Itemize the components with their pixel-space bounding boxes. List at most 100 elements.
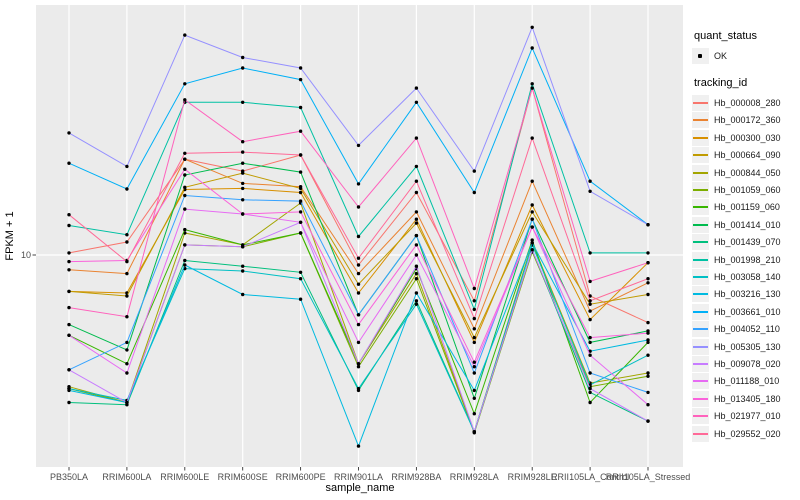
data-point [414, 264, 419, 268]
legend-item-label: Hb_001998_210 [714, 254, 781, 265]
data-point [67, 268, 71, 272]
legend-item: Hb_000008_280 [692, 94, 798, 112]
data-point [298, 153, 303, 157]
data-point [530, 225, 534, 229]
legend-key [692, 199, 709, 216]
data-point [414, 277, 419, 281]
data-point [125, 315, 129, 319]
series-Hb_003661_010 [67, 46, 650, 227]
data-point [646, 320, 650, 325]
legend-item: Hb_005305_130 [692, 338, 798, 355]
y-tick-label: 10 [21, 250, 31, 260]
legend-key [692, 408, 709, 425]
data-point [646, 223, 650, 227]
data-point [356, 362, 361, 366]
data-point [414, 253, 419, 257]
legend-item-label: Hb_000844_050 [714, 167, 781, 178]
legend-key [692, 321, 709, 338]
data-point [67, 213, 71, 217]
data-point [298, 199, 303, 203]
x-tick-label: RRII105LA_Control [551, 472, 629, 482]
data-point [646, 251, 650, 255]
data-point [125, 294, 129, 298]
data-point [125, 187, 129, 191]
data-point [67, 131, 71, 135]
legend-item-label: Hb_004052_110 [714, 324, 780, 335]
data-point [588, 340, 592, 345]
data-point [125, 164, 129, 169]
x-tick-label: PB350LA [50, 472, 88, 482]
legend-item-label: Hb_013405_180 [714, 393, 781, 404]
x-axis-title: sample_name [325, 482, 394, 494]
legend-key [692, 373, 709, 390]
legend-item-label: Hb_000664_090 [714, 150, 781, 161]
legend-item-label: Hb_001414_010 [714, 219, 781, 230]
data-point [356, 271, 361, 276]
tracking-id-legend: tracking_id Hb_000008_280 Hb_000172_360 Hb… [692, 77, 798, 442]
data-point [356, 263, 361, 267]
legend-key [692, 390, 709, 407]
data-point [125, 259, 129, 264]
data-point [241, 269, 245, 273]
series-Hb_001998_210 [67, 82, 650, 312]
legend-color-swatch [693, 362, 708, 365]
data-point [356, 256, 361, 260]
data-point [472, 169, 476, 173]
data-point [125, 233, 129, 237]
data-point [588, 400, 592, 405]
data-point [472, 307, 476, 312]
legend-key [692, 47, 709, 64]
data-point [414, 302, 419, 306]
data-point [241, 66, 245, 70]
data-point [183, 227, 187, 232]
legend-color-swatch [693, 397, 708, 400]
data-point [472, 340, 476, 345]
legend-key [692, 425, 709, 442]
legend-color-swatch [693, 102, 708, 105]
legend-item: Hb_001439_070 [692, 234, 798, 251]
data-point [183, 258, 187, 263]
legend-color-swatch [693, 241, 708, 244]
legend-item: Hb_003058_140 [692, 268, 798, 285]
data-point [356, 291, 361, 295]
quant-status-label: OK [714, 50, 728, 61]
legend-item: Hb_001059_060 [692, 181, 798, 199]
legend-key [692, 234, 709, 251]
data-point [588, 349, 592, 353]
quant-status-legend: quant_status OK [692, 30, 798, 64]
legend-item-label: Hb_001059_060 [714, 185, 781, 196]
legend-color-swatch [693, 293, 708, 296]
legend-item-label: Hb_001439_070 [714, 237, 781, 248]
series-Hb_021977_010 [67, 86, 650, 319]
data-point [183, 82, 187, 86]
data-point [67, 223, 71, 228]
data-point [414, 136, 419, 140]
data-point [125, 371, 129, 375]
series-Hb_005305_130 [67, 25, 650, 227]
data-point [646, 374, 650, 378]
data-point [125, 362, 129, 366]
data-point [646, 261, 650, 265]
data-point [241, 292, 245, 297]
legend-item-label: Hb_001159_060 [714, 202, 780, 213]
data-point [356, 322, 361, 327]
data-point [67, 322, 71, 327]
legend-item-label: Hb_011188_010 [714, 376, 780, 387]
legend-item-label: Hb_009078_020 [714, 358, 781, 369]
data-point [414, 271, 419, 276]
data-point [125, 340, 129, 345]
series-Hb_000172_360 [67, 157, 650, 331]
legend-color-swatch [693, 432, 708, 435]
legend-color-swatch [693, 310, 708, 313]
x-tick-label: RRII105LA_Stressed [606, 472, 691, 482]
data-point [588, 279, 592, 284]
x-tick-label: RRIM600LA [102, 472, 151, 482]
data-point [646, 353, 650, 357]
data-point [241, 100, 245, 105]
data-point [646, 403, 650, 407]
data-point [241, 186, 245, 191]
data-point [356, 313, 361, 317]
x-tick-label: RRIM600PE [276, 472, 326, 482]
data-point [298, 220, 303, 224]
legend-item: Hb_004052_110 [692, 320, 798, 338]
